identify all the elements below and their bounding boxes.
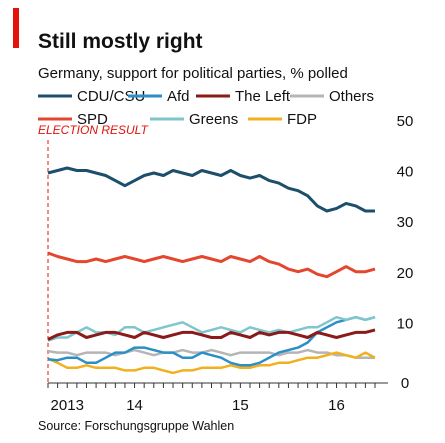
y-tick-label: 40 [397, 164, 414, 181]
annotation: ELECTION RESULT [38, 123, 149, 137]
chart-subtitle: Germany, support for political parties, … [38, 65, 348, 82]
y-tick-label: 50 [397, 113, 414, 130]
legend-label: SPD [77, 111, 108, 128]
y-tick-label: 10 [397, 315, 414, 332]
legend-label: Greens [189, 111, 238, 128]
series-line [47, 328, 376, 341]
x-tick-label: 15 [232, 397, 249, 414]
x-tick-label: 2013 [51, 397, 84, 414]
legend-label: Afd [167, 88, 190, 105]
series-line [47, 351, 376, 375]
legend-label: The Left [235, 88, 291, 105]
chart-title: Still mostly right [38, 30, 203, 53]
y-tick-label: 30 [397, 214, 414, 231]
series-line [47, 348, 375, 359]
x-tick-label: 16 [328, 397, 345, 414]
title-accent [13, 8, 19, 48]
y-tick-label: 20 [397, 265, 414, 282]
series-line [47, 315, 376, 367]
source: Source: Forschungsgruppe Wahlen [38, 419, 234, 433]
legend-label: FDP [287, 111, 317, 128]
series-line [47, 251, 376, 279]
x-tick-label: 14 [126, 397, 143, 414]
series-line [47, 166, 375, 213]
legend-label: CDU/CSU [77, 88, 145, 105]
legend-label: Others [329, 88, 374, 105]
y-tick-label: 0 [401, 375, 409, 392]
